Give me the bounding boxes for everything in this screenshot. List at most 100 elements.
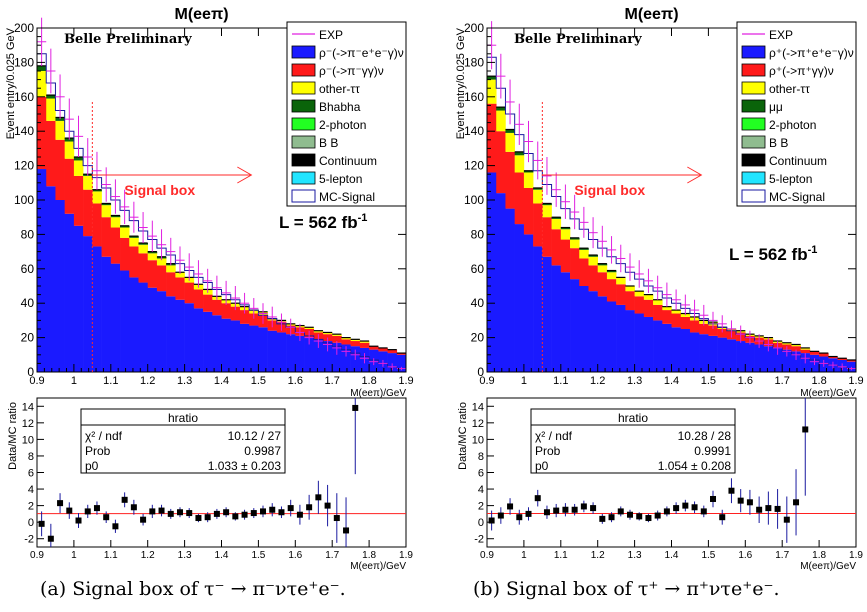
panel-b: M(eeπ)0.9 1 1.1 1.2 1.3 1.4 1.5 1.6 1.7 1.8 1.9020… <box>455 6 864 572</box>
ratio-point <box>287 505 294 512</box>
ratio-point <box>121 496 128 503</box>
x-tick-label: 1.6 <box>288 375 303 387</box>
bar-rho_gg <box>689 320 700 333</box>
bar-bhabha_mumu <box>588 255 598 257</box>
x-tick-label: 1.8 <box>811 375 826 387</box>
ratio-x-tick-label: 1.7 <box>325 550 339 561</box>
bar-rho_gg <box>92 203 102 247</box>
x-tick-label: 1.6 <box>738 375 753 387</box>
bar-other_tt <box>138 244 148 254</box>
ratio-point <box>599 515 606 522</box>
bar-other_tt <box>304 327 315 329</box>
bar-bhabha_mumu <box>101 203 112 206</box>
bar-other_tt <box>175 272 185 278</box>
ratio-x-tick-label: 1.6 <box>288 550 302 561</box>
legend-label: Continuum <box>769 154 827 168</box>
bar-bhabha_mumu <box>73 157 84 161</box>
ratio-y-tick-label: 12 <box>472 418 484 430</box>
y-tick-label: 200 <box>464 21 484 35</box>
bar-other_tt <box>55 120 65 140</box>
ratio-x-tick-label: 1.1 <box>104 550 118 561</box>
signal-arrow-head <box>237 166 253 184</box>
ratio-x-tick-label: 1.9 <box>849 550 863 561</box>
bar-rho_eeg <box>745 342 755 372</box>
bar-rho_gg <box>138 253 148 283</box>
bar-rho_eeg <box>184 303 195 372</box>
bar-rho_eeg <box>221 318 232 372</box>
ratio-x-tick-label: 1 <box>521 550 527 561</box>
legend-label: ρ⁻(->π⁻γγ)ν <box>319 64 384 78</box>
bar-rho_eeg <box>83 236 93 372</box>
ratio-x-tick-label: 1.4 <box>665 550 679 561</box>
ratio-point <box>232 513 239 520</box>
bar-bhabha_mumu <box>533 187 543 190</box>
bar-rho_gg <box>46 120 56 187</box>
legend-swatch-rho_eeg <box>741 45 766 59</box>
bar-rho_eeg <box>304 337 315 372</box>
bar-rho_gg <box>680 316 691 329</box>
ratio-point <box>793 499 800 506</box>
bar-rho_eeg <box>487 172 497 372</box>
x-tick-label: 1.3 <box>627 375 642 387</box>
bar-rho_eeg <box>772 347 783 372</box>
bar-rho_gg <box>809 351 820 355</box>
caption-b: (b) Signal box of τ⁺ → π⁺ντe⁺e⁻. <box>473 578 780 600</box>
bar-rho_eeg <box>505 208 515 372</box>
bar-rho_eeg <box>717 337 728 372</box>
stats-key: χ² / ndf <box>85 429 123 443</box>
ratio-point <box>654 512 661 519</box>
ratio-y-tick-label: 10 <box>22 434 34 446</box>
ratio-point <box>250 510 257 517</box>
legend-swatch-five_lepton <box>291 171 316 185</box>
ratio-point <box>719 514 726 521</box>
x-tick-label: 1.2 <box>590 375 605 387</box>
y-tick-label: 100 <box>464 193 484 207</box>
y-tick-label: 180 <box>14 55 34 69</box>
bar-other_tt <box>147 253 158 261</box>
ratio-point <box>324 502 331 509</box>
bar-rho_eeg <box>286 334 296 372</box>
bar-rho_gg <box>846 359 857 362</box>
ratio-point <box>553 507 560 514</box>
y-tick-label: 200 <box>14 21 34 35</box>
bar-rho_eeg <box>166 296 176 372</box>
bar-other_tt <box>332 334 342 336</box>
bar-rho_gg <box>570 248 580 280</box>
ratio-point <box>728 487 735 494</box>
bar-rho_eeg <box>782 349 792 372</box>
bar-rho_eeg <box>110 263 121 372</box>
stats-key: p0 <box>535 459 549 473</box>
ratio-point <box>84 508 91 515</box>
bar-other_tt <box>782 342 792 345</box>
ratio-point <box>75 517 82 524</box>
bar-rho_eeg <box>708 335 718 372</box>
ratio-y-tick-label: 12 <box>22 418 34 430</box>
legend-label: B B <box>319 136 338 150</box>
ratio-point <box>306 504 313 511</box>
bar-rho_eeg <box>147 287 158 372</box>
ratio-point <box>617 508 624 515</box>
bar-other_tt <box>800 347 811 350</box>
ratio-y-tick-label: 2 <box>28 501 34 513</box>
bar-bhabha_mumu <box>147 251 158 254</box>
bar-rho_eeg <box>332 342 342 372</box>
bar-rho_gg <box>606 279 617 302</box>
ratio-point <box>626 511 633 518</box>
ratio-point <box>710 495 717 502</box>
bar-rho_eeg <box>533 246 543 372</box>
stats-value: 1.054 ± 0.208 <box>658 459 732 473</box>
bar-rho_gg <box>505 151 515 209</box>
bar-other_tt <box>341 337 351 340</box>
bar-other_tt <box>588 256 598 266</box>
ratio-x-tick-label: 1.8 <box>362 550 376 561</box>
legend-label: 5-lepton <box>319 172 362 186</box>
ratio-point <box>204 514 211 521</box>
y-axis-label: Event entry/0.025 GeV <box>5 27 17 139</box>
bar-rho_gg <box>341 339 351 345</box>
bar-rho_eeg <box>616 304 626 372</box>
bar-other_tt <box>616 277 626 285</box>
legend-label: Bhabha <box>319 100 361 114</box>
legend-label: μμ <box>769 100 783 114</box>
bar-other_tt <box>129 237 139 247</box>
bar-rho_gg <box>110 227 121 264</box>
